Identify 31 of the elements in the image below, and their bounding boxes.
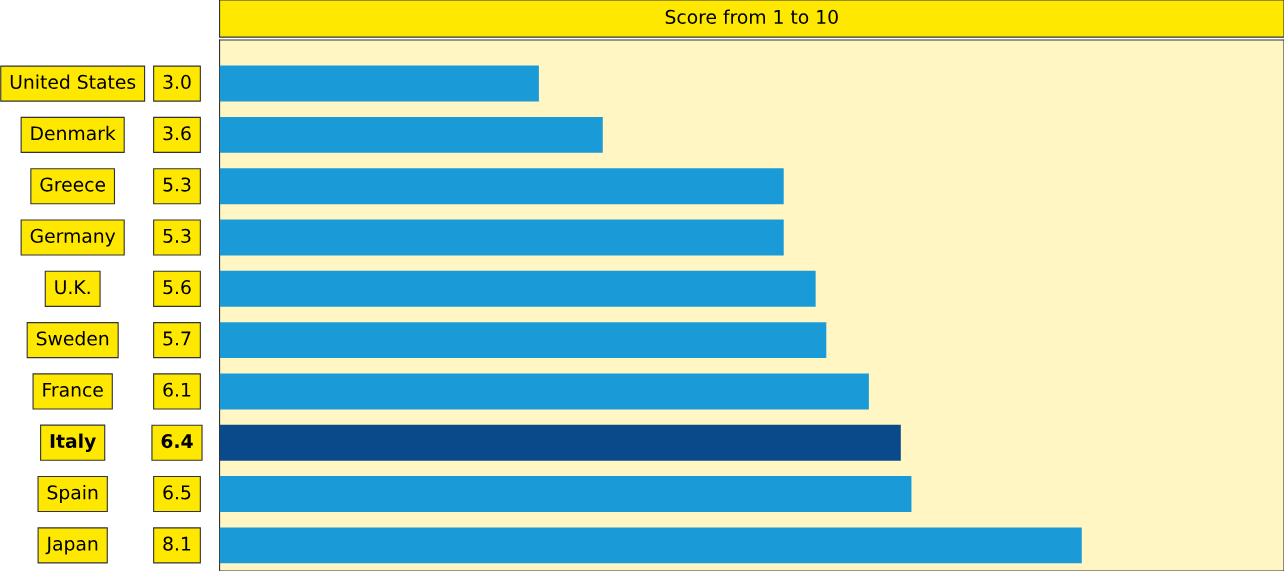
bar (219, 65, 539, 102)
data-label: 3.6 (163, 126, 191, 141)
data-label: 6.4 (161, 434, 193, 449)
y-tick-label: Spain (47, 484, 98, 504)
data-label: 3.0 (163, 74, 191, 90)
bar (219, 322, 827, 359)
bar (219, 373, 869, 410)
bar (219, 476, 912, 512)
bar (219, 527, 1082, 564)
data-label: 5.3 (163, 228, 191, 243)
bar (219, 116, 603, 153)
y-tick-label: Sweden (36, 331, 109, 346)
y-tick-label: U.K. (55, 280, 90, 295)
bar (219, 424, 901, 461)
y-tick-label: France (43, 382, 103, 397)
chart-title: Score from 1 to 10 (665, 9, 838, 24)
y-tick-label: Italy (50, 433, 96, 452)
bar (219, 168, 784, 205)
data-label: 6.1 (163, 382, 191, 397)
data-label: 5.3 (163, 177, 191, 192)
y-tick-label: Germany (30, 228, 116, 247)
bar (219, 219, 784, 256)
data-label: 8.1 (163, 536, 191, 551)
y-tick-label: Japan (45, 536, 98, 555)
data-label: 6.5 (163, 485, 191, 500)
y-tick-label: Greece (40, 177, 106, 192)
data-label: 5.7 (163, 331, 191, 346)
y-tick-label: United States (10, 74, 136, 90)
y-tick-label: Denmark (31, 125, 116, 141)
data-label: 5.6 (163, 280, 191, 295)
bar (219, 270, 816, 307)
